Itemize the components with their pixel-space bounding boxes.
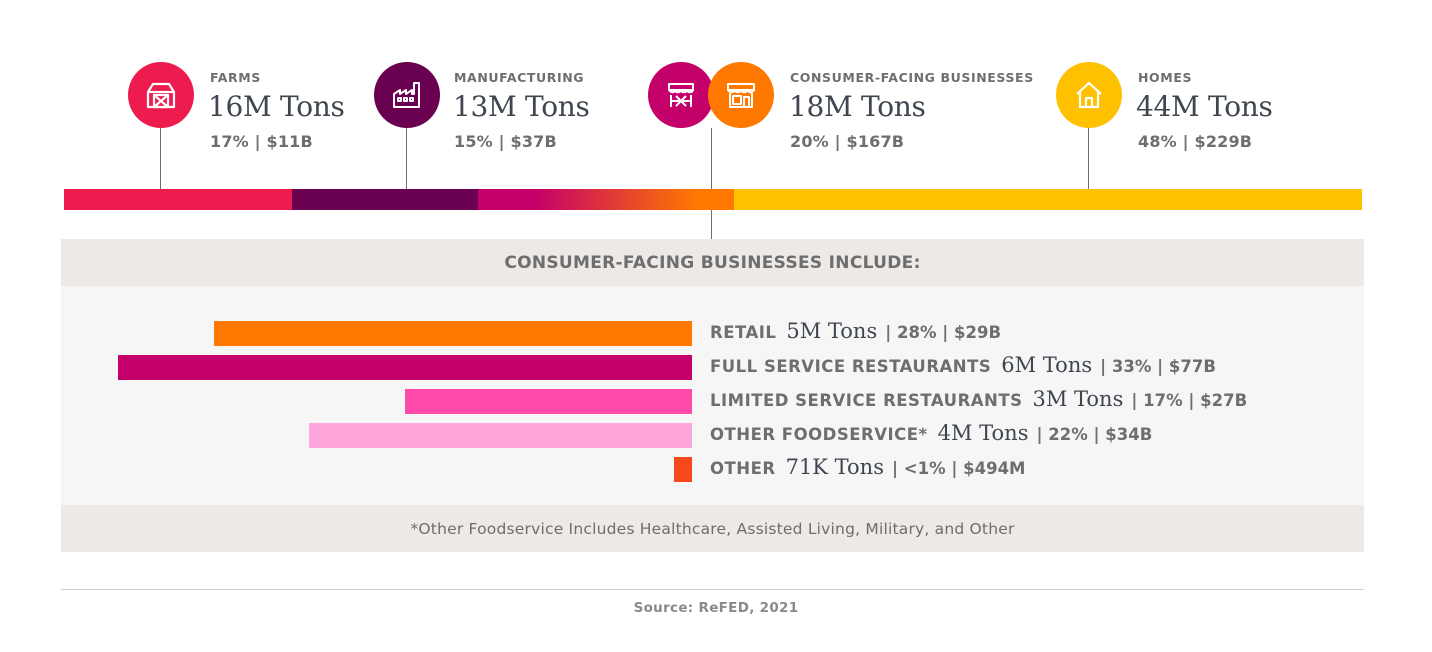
breakdown-row-stats: | 33% | $77B xyxy=(1100,357,1216,376)
breakdown-row-tons: 71K Tons xyxy=(785,455,884,479)
stacked-segment-manufacturing xyxy=(292,189,479,210)
breakdown-bar-other-foodservice xyxy=(309,423,692,448)
breakdown-row-stats: | 22% | $34B xyxy=(1036,425,1153,444)
stacked-total-bar xyxy=(64,189,1363,210)
sector-manufacturing-tons: 13M Tons xyxy=(453,90,590,123)
house-icon xyxy=(1056,62,1122,128)
divider xyxy=(61,589,1364,590)
breakdown-row-name: FULL SERVICE RESTAURANTS xyxy=(710,357,992,376)
breakdown-row-stats: | <1% | $494M xyxy=(892,459,1026,478)
sector-consumer-facing-label: CONSUMER-FACING BUSINESSES xyxy=(790,70,1034,85)
sector-farms-stem xyxy=(160,128,161,189)
breakdown-row-label: OTHER FOODSERVICE* 4M Tons | 22% | $34B xyxy=(710,421,1152,451)
sector-farms-label: FARMS xyxy=(210,70,261,85)
sector-homes-tons: 44M Tons xyxy=(1136,90,1273,123)
breakdown-row-label: OTHER 71K Tons | <1% | $494M xyxy=(710,455,1025,485)
source-note: Source: ReFED, 2021 xyxy=(633,600,799,616)
storefront-icon xyxy=(708,62,774,128)
sector-homes: HOMES 44M Tons 48% | $229B xyxy=(1056,62,1356,192)
breakdown-footnote: *Other Foodservice Includes Healthcare, … xyxy=(61,505,1364,552)
breakdown-connector-line xyxy=(711,210,712,239)
breakdown-row-name: OTHER FOODSERVICE* xyxy=(710,425,928,444)
sector-consumer-facing-stem xyxy=(711,128,712,189)
breakdown-row-name: RETAIL xyxy=(710,323,777,342)
sector-consumer-facing: CONSUMER-FACING BUSINESSES 18M Tons 20% … xyxy=(648,62,1048,192)
stacked-segment-homes xyxy=(734,189,1363,210)
breakdown-bar-other xyxy=(674,457,692,482)
sector-consumer-facing-stats: 20% | $167B xyxy=(790,132,905,151)
breakdown-row-label: FULL SERVICE RESTAURANTS 6M Tons | 33% | $… xyxy=(710,353,1216,383)
sector-consumer-facing-tons: 18M Tons xyxy=(789,90,926,123)
breakdown-row-name: LIMITED SERVICE RESTAURANTS xyxy=(710,391,1023,410)
breakdown-row-name: OTHER xyxy=(710,459,776,478)
breakdown-bar-retail xyxy=(213,321,692,346)
sector-homes-stem xyxy=(1088,128,1089,189)
footnote-text: *Other Foodservice Includes Healthcare, … xyxy=(410,519,1015,538)
breakdown-row-tons: 3M Tons xyxy=(1032,387,1124,411)
breakdown-row-label: RETAIL 5M Tons | 28% | $29B xyxy=(710,319,1001,349)
factory-icon xyxy=(374,62,440,128)
barn-icon xyxy=(128,62,194,128)
breakdown-row-tons: 5M Tons xyxy=(786,319,878,343)
breakdown-row-label: LIMITED SERVICE RESTAURANTS 3M Tons | 17% … xyxy=(710,387,1247,417)
sector-manufacturing: MANUFACTURING 13M Tons 15% | $37B xyxy=(374,62,634,192)
breakdown-row-tons: 4M Tons xyxy=(937,421,1029,445)
sector-manufacturing-label: MANUFACTURING xyxy=(454,70,585,85)
sector-homes-stats: 48% | $229B xyxy=(1138,132,1253,151)
sector-homes-label: HOMES xyxy=(1138,70,1193,85)
sector-manufacturing-stats: 15% | $37B xyxy=(454,132,557,151)
breakdown-title: CONSUMER-FACING BUSINESSES INCLUDE: xyxy=(504,252,921,273)
sector-manufacturing-stem xyxy=(406,128,407,189)
sector-farms-tons: 16M Tons xyxy=(208,90,345,123)
breakdown-bar-limited-service-restaurants xyxy=(405,389,692,414)
breakdown-row-stats: | 17% | $27B xyxy=(1131,391,1248,410)
sector-farms-stats: 17% | $11B xyxy=(210,132,313,151)
breakdown-bar-full-service-restaurants xyxy=(118,355,692,380)
breakdown-header: CONSUMER-FACING BUSINESSES INCLUDE: xyxy=(61,239,1364,286)
breakdown-row-stats: | 28% | $29B xyxy=(885,323,1002,342)
stacked-segment-consumer-facing xyxy=(477,189,735,210)
market-stall-icon xyxy=(648,62,714,128)
sector-farms: FARMS 16M Tons 17% | $11B xyxy=(128,62,388,192)
stacked-segment-farms xyxy=(64,189,293,210)
breakdown-row-tons: 6M Tons xyxy=(1001,353,1093,377)
